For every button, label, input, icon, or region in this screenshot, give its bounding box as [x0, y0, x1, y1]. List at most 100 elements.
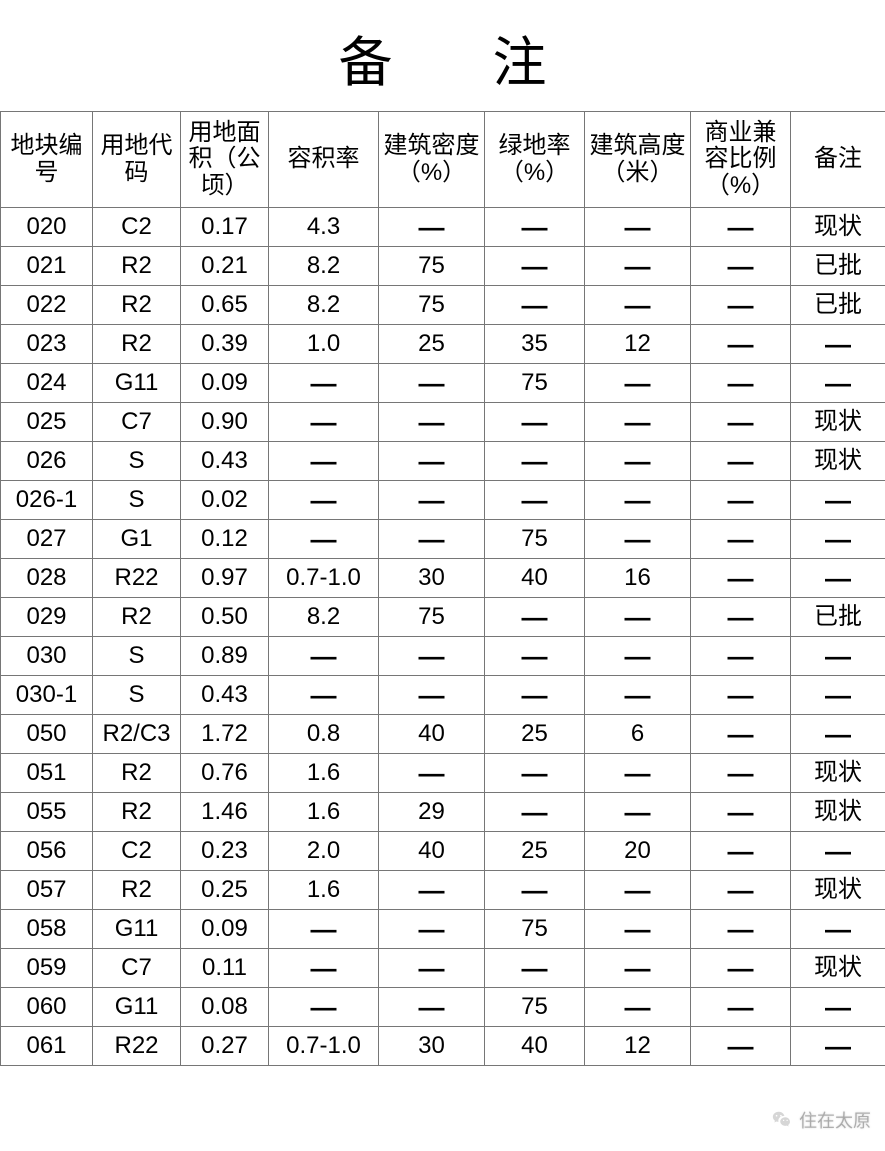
table-cell: 40: [379, 832, 485, 871]
table-row: 026S0.43—————现状: [1, 442, 885, 481]
table-cell: R2: [93, 325, 181, 364]
table-cell: —: [585, 637, 691, 676]
table-cell: G11: [93, 364, 181, 403]
table-cell: —: [379, 208, 485, 247]
table-cell: 050: [1, 715, 93, 754]
table-cell: 061: [1, 1027, 93, 1066]
table-cell: —: [691, 481, 791, 520]
table-row: 030S0.89——————: [1, 637, 885, 676]
table-cell: 0.11: [181, 949, 269, 988]
table-cell: 75: [485, 910, 585, 949]
table-row: 029R20.508.275———已批: [1, 598, 885, 637]
table-cell: 0.89: [181, 637, 269, 676]
table-cell: 1.6: [269, 871, 379, 910]
table-cell: 40: [379, 715, 485, 754]
table-cell: 027: [1, 520, 93, 559]
page-title: 备注: [0, 0, 885, 111]
table-cell: —: [585, 910, 691, 949]
table-cell: 0.39: [181, 325, 269, 364]
table-cell: 0.43: [181, 676, 269, 715]
table-cell: 051: [1, 754, 93, 793]
page: 备注 地块编号 用地代码 用地面积（公顷） 容积率 建筑密度（%） 绿地率（%）…: [0, 0, 885, 1151]
table-cell: 4.3: [269, 208, 379, 247]
table-cell: —: [585, 754, 691, 793]
table-cell: —: [791, 520, 885, 559]
table-cell: —: [585, 676, 691, 715]
table-cell: 8.2: [269, 598, 379, 637]
col-commercial-pct: 商业兼容比例（%）: [691, 112, 791, 208]
table-cell: —: [791, 1027, 885, 1066]
col-label: 容积率: [288, 145, 360, 172]
table-cell: —: [791, 715, 885, 754]
table-cell: 1.6: [269, 793, 379, 832]
table-cell: —: [791, 676, 885, 715]
table-cell: 8.2: [269, 247, 379, 286]
table-cell: 6: [585, 715, 691, 754]
table-cell: 现状: [791, 403, 885, 442]
table-row: 058G110.09——75———: [1, 910, 885, 949]
table-cell: —: [585, 520, 691, 559]
table-cell: —: [485, 871, 585, 910]
table-cell: —: [269, 637, 379, 676]
table-cell: —: [585, 208, 691, 247]
table-cell: —: [379, 403, 485, 442]
table-cell: 0.23: [181, 832, 269, 871]
table-cell: —: [791, 832, 885, 871]
table-cell: C2: [93, 832, 181, 871]
table-cell: 023: [1, 325, 93, 364]
table-cell: 060: [1, 988, 93, 1027]
table-cell: 已批: [791, 598, 885, 637]
table-cell: —: [269, 442, 379, 481]
table-cell: 0.8: [269, 715, 379, 754]
table-row: 021R20.218.275———已批: [1, 247, 885, 286]
table-cell: —: [485, 403, 585, 442]
table-cell: —: [485, 481, 585, 520]
table-cell: 12: [585, 1027, 691, 1066]
table-cell: —: [485, 754, 585, 793]
col-green-ratio: 绿地率（%）: [485, 112, 585, 208]
table-cell: 0.7-1.0: [269, 559, 379, 598]
table-row: 020C20.174.3————现状: [1, 208, 885, 247]
table-cell: 75: [379, 598, 485, 637]
table-cell: 026: [1, 442, 93, 481]
table-cell: —: [791, 325, 885, 364]
table-row: 023R20.391.0253512——: [1, 325, 885, 364]
table-head: 地块编号 用地代码 用地面积（公顷） 容积率 建筑密度（%） 绿地率（%） 建筑…: [1, 112, 885, 208]
table-cell: —: [691, 988, 791, 1027]
table-cell: R2: [93, 247, 181, 286]
table-cell: R22: [93, 559, 181, 598]
table-cell: —: [269, 364, 379, 403]
table-cell: 022: [1, 286, 93, 325]
table-row: 022R20.658.275———已批: [1, 286, 885, 325]
table-cell: —: [379, 442, 485, 481]
table-cell: —: [691, 247, 791, 286]
table-row: 061R220.270.7-1.0304012——: [1, 1027, 885, 1066]
table-cell: 30: [379, 1027, 485, 1066]
table-cell: —: [691, 520, 791, 559]
table-cell: —: [269, 403, 379, 442]
table-cell: 0.12: [181, 520, 269, 559]
table-row: 026-1S0.02——————: [1, 481, 885, 520]
table-cell: 0.17: [181, 208, 269, 247]
table-cell: —: [691, 559, 791, 598]
table-cell: —: [691, 1027, 791, 1066]
col-plot-ratio: 容积率: [269, 112, 379, 208]
col-build-density: 建筑密度（%）: [379, 112, 485, 208]
table-cell: 0.50: [181, 598, 269, 637]
table-cell: —: [485, 286, 585, 325]
table-cell: R2: [93, 793, 181, 832]
table-cell: 056: [1, 832, 93, 871]
table-cell: 030-1: [1, 676, 93, 715]
table-cell: C2: [93, 208, 181, 247]
table-cell: —: [269, 910, 379, 949]
table-cell: —: [485, 637, 585, 676]
table-cell: —: [585, 286, 691, 325]
table-cell: S: [93, 481, 181, 520]
table-cell: —: [585, 403, 691, 442]
table-cell: 021: [1, 247, 93, 286]
table-cell: G11: [93, 988, 181, 1027]
table-cell: —: [485, 949, 585, 988]
table-cell: 75: [379, 286, 485, 325]
table-cell: 现状: [791, 871, 885, 910]
table-cell: —: [791, 988, 885, 1027]
